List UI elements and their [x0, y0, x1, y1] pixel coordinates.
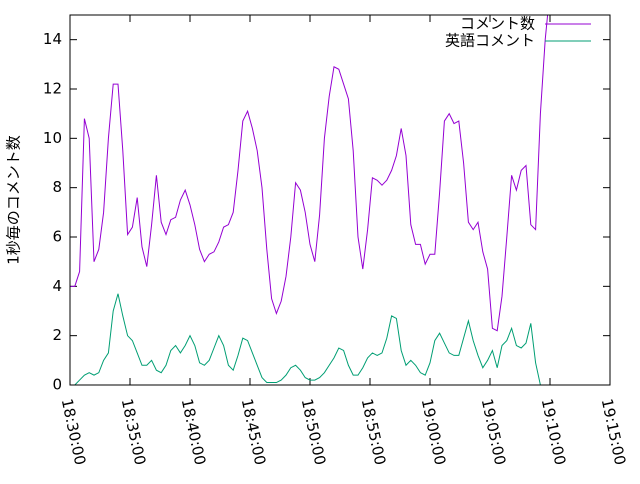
plot-area [70, 15, 549, 385]
x-tick-label: 18:40:00 [178, 397, 210, 467]
y-tick-label: 2 [52, 326, 62, 344]
plot-border [69, 14, 611, 386]
y-tick-label: 12 [43, 80, 62, 98]
x-tick-label: 18:30:00 [58, 397, 90, 467]
x-tick-label: 19:05:00 [478, 397, 510, 467]
x-tick-label: 18:35:00 [118, 397, 150, 467]
y-axis-label: 1秒毎のコメント数 [5, 135, 23, 265]
legend-label: 英語コメント [445, 32, 535, 50]
y-tick-label: 4 [52, 277, 62, 295]
x-tick-label: 19:00:00 [418, 397, 450, 467]
x-tick-label: 18:50:00 [298, 397, 330, 467]
legend-label: コメント数 [460, 15, 535, 33]
x-tick-label: 18:55:00 [358, 397, 390, 467]
series-line [74, 293, 541, 385]
y-tick-label: 6 [52, 228, 62, 246]
series-line [70, 15, 549, 332]
y-tick-label: 8 [52, 178, 62, 196]
y-tick-label: 0 [52, 376, 62, 394]
x-tick-label: 19:15:00 [598, 397, 630, 467]
x-tick-label: 18:45:00 [238, 397, 270, 467]
y-tick-label: 14 [43, 30, 62, 48]
x-tick-label: 19:10:00 [538, 397, 570, 467]
y-tick-label: 10 [43, 129, 62, 147]
